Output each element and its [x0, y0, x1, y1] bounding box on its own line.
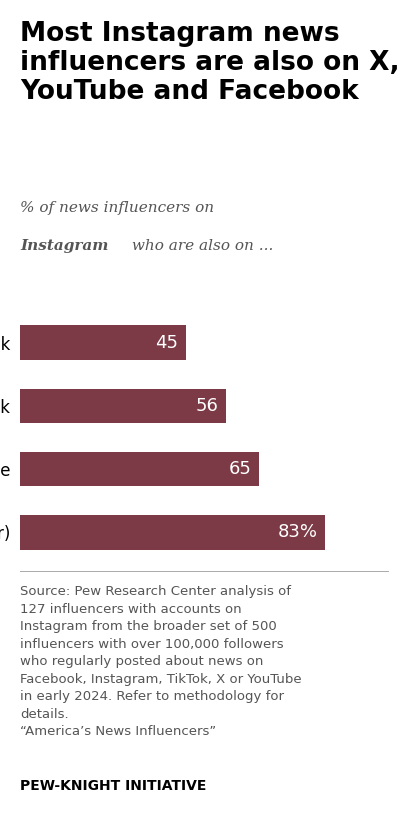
Text: 65: 65: [229, 460, 252, 478]
Text: 83%: 83%: [278, 523, 318, 541]
Text: 45: 45: [155, 334, 178, 352]
Text: Source: Pew Research Center analysis of
127 influencers with accounts on
Instagr: Source: Pew Research Center analysis of …: [20, 585, 302, 738]
Bar: [20, 452, 259, 486]
Text: 56: 56: [196, 397, 219, 415]
Bar: [20, 388, 226, 424]
Bar: [20, 515, 326, 550]
Text: Most Instagram news
influencers are also on X,
YouTube and Facebook: Most Instagram news influencers are also…: [20, 21, 400, 105]
Text: who are also on ...: who are also on ...: [127, 239, 273, 253]
Bar: [20, 326, 186, 360]
Text: Instagram: Instagram: [20, 239, 108, 253]
Text: % of news influencers on: % of news influencers on: [20, 201, 214, 215]
Text: PEW-KNIGHT INITIATIVE: PEW-KNIGHT INITIATIVE: [20, 778, 206, 792]
